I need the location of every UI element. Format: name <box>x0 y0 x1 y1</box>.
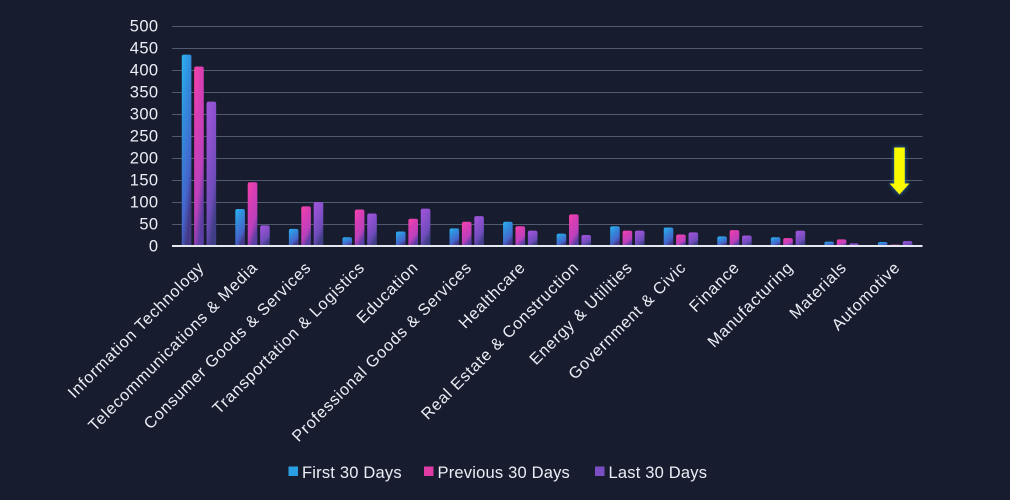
svg-text:450: 450 <box>130 40 159 58</box>
svg-text:100: 100 <box>130 194 159 212</box>
svg-text:First 30 Days: First 30 Days <box>302 464 402 482</box>
svg-text:Last 30 Days: Last 30 Days <box>609 464 708 482</box>
svg-text:500: 500 <box>130 18 159 36</box>
svg-text:350: 350 <box>130 84 159 102</box>
svg-text:Previous 30 Days: Previous 30 Days <box>438 464 571 482</box>
svg-text:200: 200 <box>130 150 159 168</box>
svg-text:400: 400 <box>130 62 159 80</box>
svg-text:50: 50 <box>139 216 158 234</box>
svg-text:300: 300 <box>130 106 159 124</box>
svg-text:250: 250 <box>130 128 159 146</box>
svg-text:0: 0 <box>149 238 159 256</box>
svg-text:150: 150 <box>130 172 159 190</box>
